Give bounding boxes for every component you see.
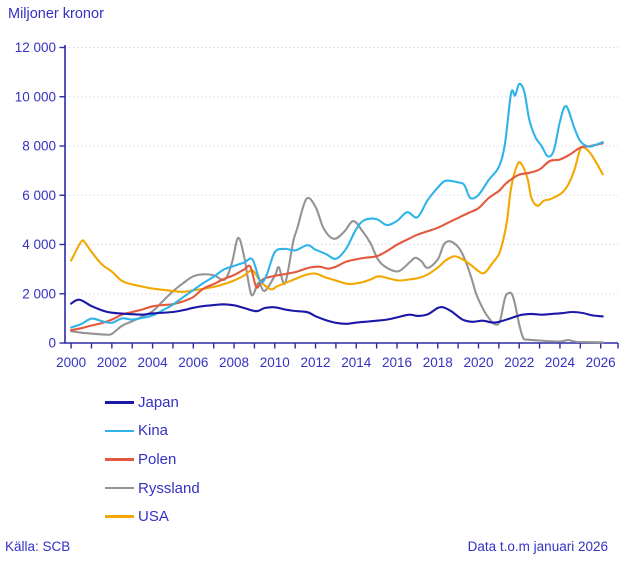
series-line-japan [70,298,604,325]
data-note: Data t.o.m januari 2026 [467,539,608,554]
y-tick-label: 2 000 [22,286,56,301]
x-tick-label: 2014 [341,355,372,370]
legend-label: USA [138,508,169,526]
legend-item-usa: USA [105,502,200,531]
y-tick-label: 12 000 [15,40,56,55]
x-tick-label: 2000 [56,355,86,370]
series-line-kina [70,82,604,329]
y-tick-label: 8 000 [22,139,56,154]
x-tick-label: 2016 [382,355,412,370]
legend-label: Japan [138,393,179,411]
y-tick-label: 6 000 [22,188,56,203]
legend-item-polen: Polen [105,445,200,474]
x-tick-label: 2026 [586,355,616,370]
x-tick-label: 2006 [178,355,208,370]
legend-swatch-polen [105,458,134,461]
y-tick-label: 10 000 [15,89,56,104]
series-line-ryssland [70,196,604,344]
x-tick-label: 2012 [301,355,331,370]
x-tick-label: 2022 [504,355,534,370]
legend-swatch-kina [105,429,134,433]
legend-label: Polen [138,450,177,468]
x-tick-label: 2024 [545,355,576,370]
legend-swatch-japan [105,401,134,404]
x-tick-label: 2008 [219,355,249,370]
legend-item-japan: Japan [105,388,200,417]
series-line-polen [70,142,604,332]
chart-title: Miljoner kronor [8,6,104,22]
x-tick-label: 2002 [97,355,127,370]
x-tick-label: 2020 [463,355,493,370]
legend-item-ryssland: Ryssland [105,474,200,503]
x-tick-label: 2004 [138,355,169,370]
axes [64,45,618,344]
legend-label: Kina [138,422,169,440]
legend-item-kina: Kina [105,417,200,446]
x-tick-label: 2010 [260,355,290,370]
x-tick-label: 2018 [423,355,453,370]
footer: Källa: SCB Data t.o.m januari 2026 [0,539,635,554]
y-tick-label: 4 000 [22,237,56,252]
legend-swatch-usa [105,515,134,518]
legend-swatch-ryssland [105,486,134,490]
source-label: Källa: SCB [5,539,71,554]
legend-label: Ryssland [138,479,200,497]
legend: Japan Kina Polen Ryssland USA [105,388,200,531]
y-tick-label: 0 [48,336,56,351]
series-line-usa [70,145,604,293]
